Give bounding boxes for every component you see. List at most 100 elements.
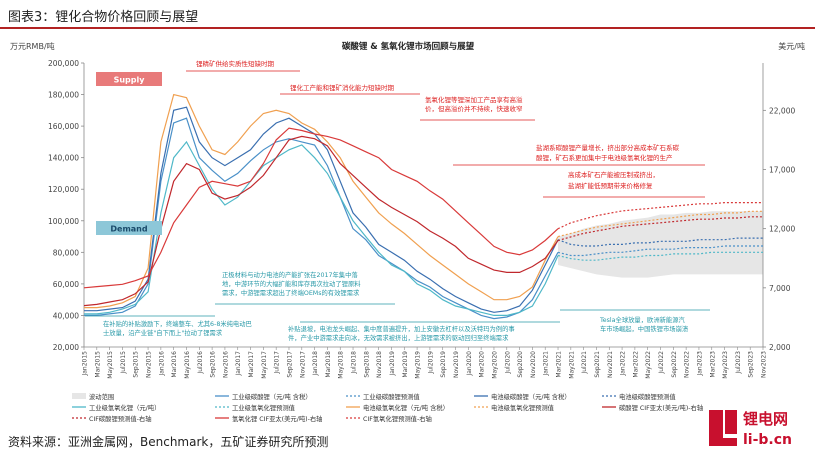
series-line <box>557 237 763 247</box>
left-tick-label: 160,000 <box>48 122 79 131</box>
left-tick-label: 120,000 <box>48 185 79 194</box>
annotation-supply-shortage: 锂精矿供给实质性短缺时期 <box>196 59 275 68</box>
legend-label: 电池级氢氧化锂预测值 <box>491 403 555 412</box>
x-tick-label: Jan2020 <box>466 351 473 377</box>
x-tick-label: Sep2016 <box>210 351 217 378</box>
x-tick-label: Nov2018 <box>376 351 383 378</box>
x-tick-label: Jan2021 <box>543 351 550 377</box>
x-tick-label: Mar2015 <box>94 351 101 378</box>
x-tick-label: May2021 <box>568 351 575 379</box>
legend-label: CIF碳酸锂预测值-右轴 <box>89 414 152 423</box>
x-tick-label: Jul2020 <box>504 351 511 375</box>
legend-label: 工业级碳酸锂（元/吨 含税） <box>232 392 312 401</box>
x-tick-label: Jul2023 <box>735 351 742 375</box>
series-line <box>83 135 559 307</box>
annotation-capacity-line3: 需求，中游锂需求超出了终端OEMs的有效锂需求 <box>222 288 360 297</box>
x-tick-label: May2017 <box>261 351 268 379</box>
legend-label: 氢氧化锂 CIF亚太(美元/吨)-右轴 <box>232 414 322 423</box>
x-tick-label: Jul2019 <box>427 351 434 375</box>
series-lines <box>83 93 763 320</box>
left-tick-label: 20,000 <box>53 343 79 352</box>
annotation-recovery-line2: 盐湖扩能低预期带来价格修复 <box>568 181 653 190</box>
annotation-subsidy-line1: 在补贴的补贴激励下，终端整车、尤其6-8米纯电动巴 <box>103 319 252 328</box>
x-tick-label: Sep2017 <box>286 351 293 378</box>
logo-text-cn: 锂电网 <box>743 410 788 428</box>
volatility-band-layer <box>558 211 763 278</box>
annotation-recovery-line1: 高成本矿石产能被压制或挤出， <box>568 170 659 179</box>
chart-title: 碳酸锂 & 氢氧化锂市场回顾与展望 <box>342 41 475 52</box>
left-tick-label: 200,000 <box>48 59 79 68</box>
annotation-capacity-line2: 地，中游环节的大幅扩能和库存再次拉动了锂原料 <box>222 279 361 288</box>
x-tick-label: Nov2021 <box>607 351 614 378</box>
demand-box <box>96 221 162 235</box>
annotation-phaseout-line2: 件，产业中游需求走向冰，无效需求被挤出，上游锂需求的驱动回归至终端需求 <box>288 333 509 342</box>
legend: 波动范围 工业级碳酸锂（元/吨 含税） 工业级碳酸锂预测值 电池级碳酸锂（元/吨 含税… <box>72 392 703 423</box>
annotation-brine-line2: 酸锂，矿石系更加集中于电池级氢氧化锂的生产 <box>536 153 673 162</box>
legend-label: 工业级碳酸锂预测值 <box>363 392 420 401</box>
supply-label: Supply <box>114 76 146 85</box>
x-tick-label: Nov2019 <box>453 351 460 378</box>
series-line <box>84 140 559 316</box>
x-tick-label: Nov2015 <box>146 351 153 378</box>
left-tick-label: 60,000 <box>53 280 79 289</box>
right-tick-label: 2,000 <box>769 343 791 352</box>
left-tick-label: 180,000 <box>48 91 79 100</box>
x-tick-label: Jan2017 <box>235 351 242 377</box>
x-tick-label: Jul2017 <box>274 351 281 375</box>
x-tick-label: May2016 <box>184 351 191 379</box>
site-logo: 锂电网 li-b.cn <box>709 402 809 452</box>
x-tick-label: Jan2019 <box>389 351 396 377</box>
volatility-band <box>558 211 763 278</box>
x-tick-label: Jul2016 <box>197 351 204 375</box>
x-tick-label: May2023 <box>722 351 729 379</box>
y-axis-right-label: 美元/吨 <box>778 41 805 51</box>
series-line <box>557 210 763 238</box>
x-tick-label: Sep2020 <box>517 351 524 378</box>
x-tick-label: Jul2022 <box>658 351 665 375</box>
annotation-tesla-line1: Tesla全球放量，欧洲新能源汽 <box>599 315 686 324</box>
x-tick-label: Mar2023 <box>709 351 716 378</box>
x-tick-label: Jan2022 <box>620 351 627 377</box>
x-tick-label: Nov2022 <box>684 351 691 378</box>
lithium-price-chart: 碳酸锂 & 氢氧化锂市场回顾与展望 万元RMB/吨 美元/吨 20,000 40,… <box>10 41 805 423</box>
x-tick-label: May2020 <box>491 351 498 379</box>
x-tick-label: Sep2022 <box>671 351 678 378</box>
x-tick-label: Mar2018 <box>325 351 332 378</box>
x-tick-label: Jan2023 <box>696 351 703 377</box>
x-tick-label: Nov2016 <box>222 351 229 378</box>
x-tick-label: Nov2017 <box>299 351 306 378</box>
series-line <box>557 216 763 242</box>
x-tick-label: Sep2023 <box>748 351 755 378</box>
x-tick-label: Jul2021 <box>581 351 588 375</box>
logo-text-en: li-b.cn <box>743 432 792 448</box>
title-rule <box>0 27 815 29</box>
annotation-brine-line1: 盐湖系碳酸锂产量增长，挤出部分高成本矿石系碳 <box>536 143 680 152</box>
annotation-subsidy-line2: 士放量，沿产业链"自下而上"拉动了锂需求 <box>103 328 223 337</box>
x-tick-label: May2022 <box>645 351 652 379</box>
figure-title: 图表3：锂化合物价格回顾与展望 <box>8 10 199 25</box>
x-tick-label: Sep2019 <box>440 351 447 378</box>
x-tick-label: May2018 <box>338 351 345 379</box>
x-tick-label: Nov2023 <box>761 351 768 378</box>
series-line <box>557 202 763 230</box>
annotation-premium-line2: 价，但高溢价并不持续，快速收窄 <box>425 104 523 113</box>
right-tick-label: 17,000 <box>769 166 795 175</box>
annotation-tesla-line2: 车市场崛起，中国铁锂市场崩溃 <box>600 324 689 333</box>
series-line <box>84 117 559 320</box>
demand-label: Demand <box>110 225 147 234</box>
legend-label: 电池级碳酸锂预测值 <box>619 392 676 401</box>
x-tick-label: May2019 <box>415 351 422 379</box>
x-tick-label: Jan2016 <box>158 351 165 377</box>
legend-label: 工业级氢氧化锂（元/吨） <box>89 403 160 412</box>
legend-label: 波动范围 <box>89 392 114 401</box>
source-note: 资料来源：亚洲金属网，Benchmark，五矿证券研究所预测 <box>8 435 329 449</box>
x-tick-label: Mar2017 <box>248 351 255 378</box>
legend-label: CIF氢氧化锂预测值-右轴 <box>363 414 432 423</box>
right-tick-label: 22,000 <box>769 106 795 115</box>
supply-box <box>96 72 162 86</box>
x-tick-label: Mar2021 <box>556 351 563 378</box>
legend-label: 电池级氢氧化锂（元/吨 含税） <box>363 403 449 412</box>
x-tick-label: Mar2020 <box>479 351 486 378</box>
left-tick-label: 80,000 <box>53 248 79 257</box>
legend-label: 工业级氢氧化锂预测值 <box>232 403 296 412</box>
